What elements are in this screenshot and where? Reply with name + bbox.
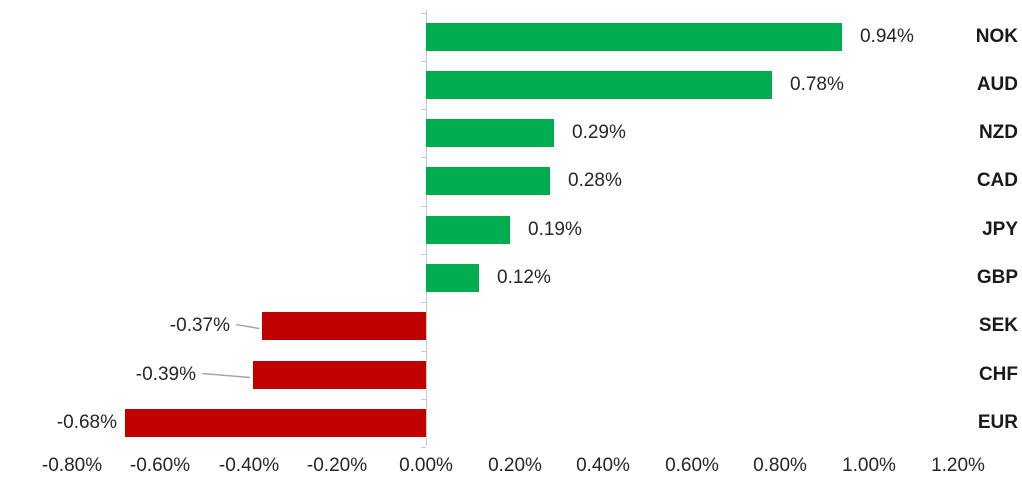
bar-jpy — [426, 216, 510, 244]
category-label-chf: CHF — [978, 364, 1018, 385]
category-axis-tick — [421, 206, 426, 207]
category-axis-tick — [421, 109, 426, 110]
x-axis-tick-label: -0.20% — [306, 455, 368, 476]
category-axis-tick — [421, 157, 426, 158]
x-axis-tick-label: -0.80% — [41, 455, 103, 476]
x-axis-tick-label: -0.40% — [218, 455, 280, 476]
value-label-nzd: 0.29% — [572, 122, 626, 143]
category-label-sek: SEK — [978, 315, 1018, 336]
x-axis-tick-label: 1.20% — [931, 455, 985, 476]
category-label-nok: NOK — [975, 26, 1018, 47]
value-label-jpy: 0.19% — [528, 219, 582, 240]
x-axis-tick-label: 0.20% — [488, 455, 542, 476]
category-axis-tick — [421, 61, 426, 62]
x-axis-tick-label: 0.80% — [753, 455, 807, 476]
bar-sek — [262, 312, 426, 340]
bar-eur — [125, 409, 426, 437]
value-label-gbp: 0.12% — [497, 267, 551, 288]
bar-chf — [253, 361, 426, 389]
bar-aud — [426, 71, 772, 99]
value-label-chf: -0.39% — [135, 364, 196, 385]
value-label-nok: 0.94% — [860, 26, 914, 47]
category-axis-tick — [421, 447, 426, 448]
bar-gbp — [426, 264, 479, 292]
category-axis-tick — [421, 254, 426, 255]
value-label-cad: 0.28% — [568, 170, 622, 191]
bar-nok — [426, 23, 842, 51]
bar-nzd — [426, 119, 554, 147]
value-label-sek: -0.37% — [169, 315, 230, 336]
x-axis-tick-label: -0.60% — [129, 455, 191, 476]
x-axis-tick-label: 0.00% — [399, 455, 453, 476]
category-label-nzd: NZD — [978, 122, 1018, 143]
x-axis-tick-label: 0.60% — [665, 455, 719, 476]
category-axis-tick — [421, 351, 426, 352]
leader-line-sek — [235, 323, 260, 330]
bar-cad — [426, 167, 550, 195]
category-axis-tick — [421, 13, 426, 14]
category-label-aud: AUD — [976, 74, 1018, 95]
leader-line-chf — [202, 372, 251, 379]
x-axis-tick-label: 1.00% — [842, 455, 896, 476]
category-axis-tick — [421, 399, 426, 400]
category-label-cad: CAD — [976, 170, 1018, 191]
category-label-jpy: JPY — [982, 219, 1018, 240]
x-axis-tick-label: 0.40% — [576, 455, 630, 476]
category-label-eur: EUR — [977, 412, 1018, 433]
value-label-eur: -0.68% — [56, 412, 117, 433]
category-axis-tick — [421, 302, 426, 303]
value-label-aud: 0.78% — [790, 74, 844, 95]
category-label-gbp: GBP — [976, 267, 1018, 288]
